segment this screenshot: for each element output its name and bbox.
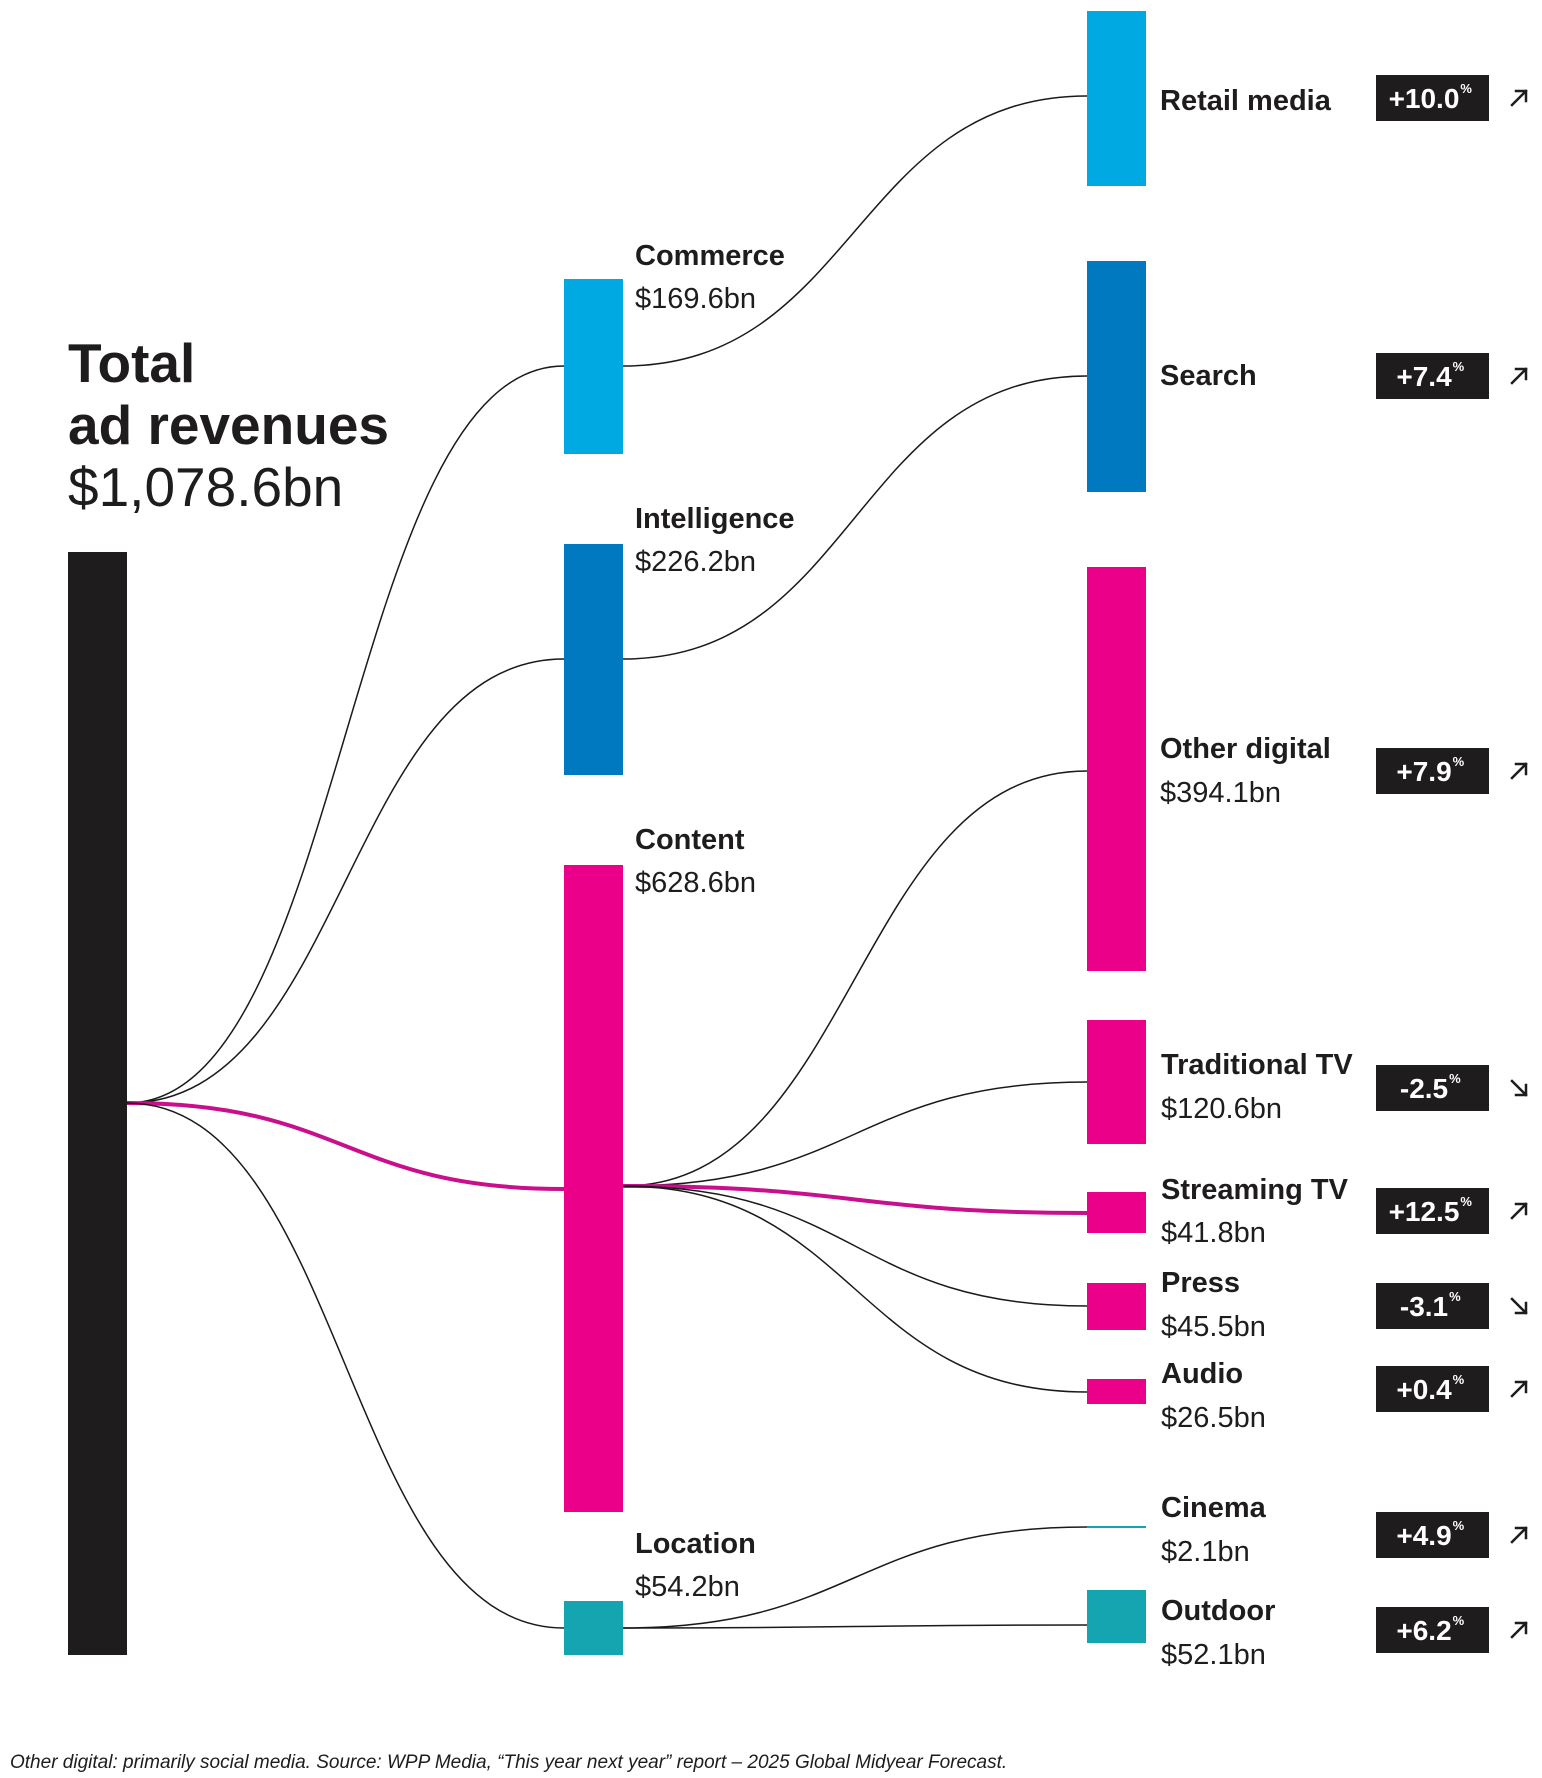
channel-value-audio: $26.5bn	[1161, 1402, 1266, 1434]
node-channel-other-digital	[1087, 567, 1146, 971]
link-total-to-intelligence	[126, 658, 565, 1104]
channel-label-retail-media: Retail media	[1160, 85, 1332, 117]
link-content-to-traditional-tv	[622, 1081, 1088, 1187]
arrow-up-right-icon	[1510, 1621, 1528, 1639]
arrow-up-right-icon	[1510, 1380, 1528, 1398]
growth-badges: +10.0 %+7.4 %+7.9 %-2.5 %+12.5 %-3.1 %+0.4 %+4.…	[1376, 75, 1528, 1653]
chart-title-line-2: ad revenues	[68, 394, 389, 456]
link-total-to-commerce	[126, 365, 565, 1104]
channel-value-cinema: $2.1bn	[1161, 1536, 1250, 1568]
arrow-up-right-icon	[1510, 762, 1528, 780]
node-channel-streaming-tv	[1087, 1192, 1146, 1233]
link-content-to-press	[622, 1185, 1088, 1307]
chart-title-line-1: Total	[68, 332, 195, 394]
growth-badge-outdoor: +6.2%	[1376, 1607, 1528, 1653]
category-value-content: $628.6bn	[635, 867, 756, 899]
node-category-content	[564, 865, 623, 1512]
link-intelligence-to-search	[622, 375, 1088, 660]
growth-percent-sign: %	[1453, 754, 1465, 769]
growth-value-other-digital: +7.9	[1396, 756, 1451, 787]
channel-value-streaming-tv: $41.8bn	[1161, 1217, 1266, 1249]
arrow-down-right-icon	[1510, 1079, 1528, 1097]
growth-badge-audio: +0.4%	[1376, 1366, 1528, 1412]
growth-percent-sign: %	[1453, 1613, 1465, 1628]
arrow-up-right-icon	[1510, 89, 1528, 107]
growth-value-streaming-tv: +12.5	[1389, 1196, 1460, 1227]
growth-percent-sign: %	[1460, 1194, 1472, 1209]
arrow-up-right-icon	[1510, 1202, 1528, 1220]
node-channel-audio	[1087, 1379, 1146, 1404]
link-total-to-location	[126, 1102, 565, 1629]
channel-label-search: Search	[1160, 360, 1257, 392]
growth-value-retail-media: +10.0	[1389, 83, 1460, 114]
link-total-to-content	[126, 1101, 565, 1191]
channel-label-cinema: Cinema	[1161, 1492, 1267, 1524]
node-category-commerce	[564, 279, 623, 454]
growth-badge-press: -3.1%	[1376, 1283, 1528, 1329]
category-label-commerce: Commerce	[635, 240, 785, 272]
growth-percent-sign: %	[1449, 1071, 1461, 1086]
channel-value-outdoor: $52.1bn	[1161, 1639, 1266, 1671]
footnote: Other digital: primarily social media. S…	[10, 1752, 1008, 1773]
channel-value-press: $45.5bn	[1161, 1311, 1266, 1343]
category-label-location: Location	[635, 1528, 756, 1560]
category-label-content: Content	[635, 824, 745, 856]
growth-value-search: +7.4	[1396, 361, 1452, 392]
node-channel-traditional-tv	[1087, 1020, 1146, 1144]
growth-percent-sign: %	[1453, 359, 1465, 374]
growth-percent-sign: %	[1449, 1289, 1461, 1304]
category-value-intelligence: $226.2bn	[635, 546, 756, 578]
category-value-location: $54.2bn	[635, 1571, 740, 1603]
flow-nodes	[68, 11, 1146, 1655]
chart-total-value: $1,078.6bn	[68, 456, 343, 518]
link-content-to-streaming-tv	[622, 1184, 1088, 1215]
category-value-commerce: $169.6bn	[635, 283, 756, 315]
node-channel-press	[1087, 1283, 1146, 1330]
channel-label-outdoor: Outdoor	[1161, 1595, 1275, 1627]
arrow-up-right-icon	[1510, 367, 1528, 385]
link-location-to-outdoor	[622, 1624, 1088, 1629]
growth-value-cinema: +4.9	[1396, 1520, 1451, 1551]
channel-label-press: Press	[1161, 1267, 1240, 1299]
channel-label-streaming-tv: Streaming TV	[1161, 1174, 1349, 1206]
node-channel-cinema	[1087, 1526, 1146, 1528]
node-category-intelligence	[564, 544, 623, 775]
link-content-to-other-digital	[622, 770, 1088, 1187]
channel-value-traditional-tv: $120.6bn	[1161, 1093, 1282, 1125]
growth-badge-search: +7.4%	[1376, 353, 1528, 399]
node-channel-search	[1087, 261, 1146, 492]
node-channel-retail-media	[1087, 11, 1146, 186]
channel-value-other-digital: $394.1bn	[1160, 777, 1281, 809]
node-total	[68, 552, 127, 1655]
growth-percent-sign: %	[1453, 1372, 1465, 1387]
growth-value-press: -3.1	[1400, 1291, 1448, 1322]
growth-percent-sign: %	[1460, 81, 1472, 96]
growth-value-outdoor: +6.2	[1396, 1615, 1451, 1646]
arrow-up-right-icon	[1510, 1526, 1528, 1544]
growth-badge-other-digital: +7.9%	[1376, 748, 1528, 794]
link-location-to-cinema	[622, 1526, 1088, 1629]
link-content-to-audio	[622, 1185, 1088, 1393]
growth-percent-sign: %	[1453, 1518, 1465, 1533]
channel-label-traditional-tv: Traditional TV	[1161, 1049, 1353, 1081]
arrow-down-right-icon	[1510, 1297, 1528, 1315]
growth-value-audio: +0.4	[1396, 1374, 1452, 1405]
node-category-location	[564, 1601, 623, 1655]
channel-label-other-digital: Other digital	[1160, 733, 1331, 765]
growth-badge-retail-media: +10.0%	[1376, 75, 1528, 121]
growth-badge-cinema: +4.9%	[1376, 1512, 1528, 1558]
node-channel-outdoor	[1087, 1590, 1146, 1643]
flow-links	[126, 95, 1088, 1629]
category-label-intelligence: Intelligence	[635, 503, 795, 535]
channel-label-audio: Audio	[1161, 1358, 1243, 1390]
link-commerce-to-retail-media	[622, 95, 1088, 367]
growth-badge-streaming-tv: +12.5%	[1376, 1188, 1528, 1234]
growth-badge-traditional-tv: -2.5%	[1376, 1065, 1528, 1111]
growth-value-traditional-tv: -2.5	[1400, 1073, 1448, 1104]
